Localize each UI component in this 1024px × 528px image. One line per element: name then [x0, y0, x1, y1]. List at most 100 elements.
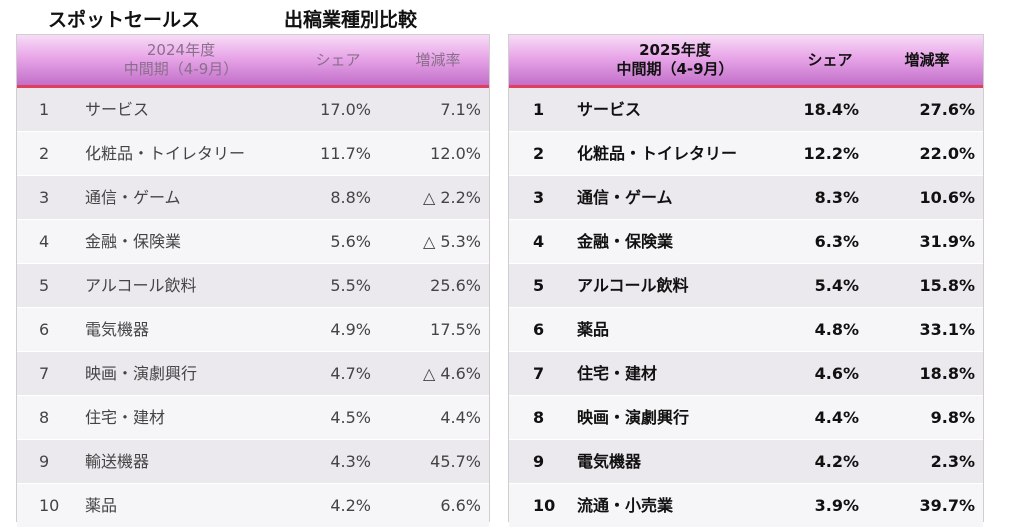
table-row: 5 アルコール飲料 5.4% 15.8% — [509, 264, 983, 308]
category-cell: サービス — [85, 100, 150, 119]
change-cell: 12.0% — [430, 144, 481, 163]
change-cell: 4.4% — [440, 408, 481, 427]
change-cell: 6.6% — [440, 496, 481, 515]
table-row: 10 流通・小売業 3.9% 39.7% — [509, 484, 983, 528]
rank-cell: 9 — [39, 452, 50, 471]
share-cell: 8.8% — [330, 188, 371, 207]
page-title: スポットセールス — [48, 9, 201, 31]
table-2025: 2025年度 中間期（4-9月） シェア 増減率 1 サービス 18.4% 27.6%… — [508, 34, 984, 528]
rank-cell: 8 — [533, 408, 545, 427]
share-cell: 3.9% — [814, 496, 859, 515]
table-header: 2025年度 中間期（4-9月） シェア 増減率 — [509, 35, 983, 88]
header-change: 増減率 — [415, 50, 461, 69]
table-body: 1 サービス 18.4% 27.6% 2 化粧品・トイレタリー 12.2% 22.0% 3 通信・… — [509, 88, 983, 528]
rank-cell: 2 — [39, 144, 50, 163]
table-row: 4 金融・保険業 6.3% 31.9% — [509, 220, 983, 264]
header-change: 増減率 — [904, 50, 950, 69]
table-row: 10 薬品 4.2% 6.6% — [17, 484, 489, 528]
change-cell: 33.1% — [919, 320, 975, 339]
change-cell: 18.8% — [919, 364, 975, 383]
rank-cell: 4 — [39, 232, 50, 251]
share-cell: 4.8% — [814, 320, 859, 339]
table-row: 6 薬品 4.8% 33.1% — [509, 308, 983, 352]
change-cell: △ 2.2% — [422, 188, 481, 207]
header-period: 2025年度 中間期（4-9月） — [575, 35, 775, 85]
change-cell: 31.9% — [919, 232, 975, 251]
table-row: 2 化粧品・トイレタリー 11.7% 12.0% — [17, 132, 489, 176]
table-row: 7 映画・演劇興行 4.7% △ 4.6% — [17, 352, 489, 396]
header-period-range: 中間期（4-9月） — [123, 60, 239, 78]
rank-cell: 1 — [533, 100, 545, 119]
category-cell: 映画・演劇興行 — [577, 408, 690, 427]
share-cell: 5.6% — [330, 232, 371, 251]
rank-cell: 7 — [533, 364, 545, 383]
category-cell: 流通・小売業 — [577, 496, 674, 515]
change-cell: 2.3% — [930, 452, 975, 471]
table-row: 3 通信・ゲーム 8.8% △ 2.2% — [17, 176, 489, 220]
share-cell: 17.0% — [320, 100, 371, 119]
category-cell: アルコール飲料 — [577, 276, 689, 295]
header-share: シェア — [807, 50, 853, 69]
page-subtitle: 出稿業種別比較 — [284, 9, 418, 31]
share-cell: 8.3% — [814, 188, 859, 207]
share-cell: 5.4% — [814, 276, 859, 295]
change-cell: △ 5.3% — [422, 232, 481, 251]
change-cell: 10.6% — [919, 188, 975, 207]
table-row: 3 通信・ゲーム 8.3% 10.6% — [509, 176, 983, 220]
rank-cell: 2 — [533, 144, 545, 163]
category-cell: サービス — [577, 100, 642, 119]
header-period-year: 2025年度 — [639, 41, 711, 59]
table-body: 1 サービス 17.0% 7.1% 2 化粧品・トイレタリー 11.7% 12.0% 3 通信・ゲ… — [17, 88, 489, 528]
share-cell: 4.7% — [330, 364, 371, 383]
category-cell: 住宅・建材 — [577, 364, 658, 383]
change-cell: △ 4.6% — [422, 364, 481, 383]
rank-cell: 5 — [39, 276, 50, 295]
category-cell: 電気機器 — [85, 320, 150, 339]
rank-cell: 10 — [533, 496, 556, 515]
rank-cell: 9 — [533, 452, 545, 471]
rank-cell: 5 — [533, 276, 545, 295]
rank-cell: 6 — [39, 320, 50, 339]
change-cell: 45.7% — [430, 452, 481, 471]
table-row: 7 住宅・建材 4.6% 18.8% — [509, 352, 983, 396]
category-cell: 薬品 — [577, 320, 610, 339]
change-cell: 39.7% — [919, 496, 975, 515]
share-cell: 12.2% — [803, 144, 859, 163]
category-cell: 映画・演劇興行 — [85, 364, 198, 383]
header-period-year: 2024年度 — [146, 41, 216, 59]
table-row: 9 輸送機器 4.3% 45.7% — [17, 440, 489, 484]
category-cell: 化粧品・トイレタリー — [85, 144, 246, 163]
header-period-range: 中間期（4-9月） — [616, 60, 734, 78]
change-cell: 22.0% — [919, 144, 975, 163]
header-share: シェア — [315, 50, 361, 69]
share-cell: 4.5% — [330, 408, 371, 427]
share-cell: 4.2% — [330, 496, 371, 515]
table-row: 6 電気機器 4.9% 17.5% — [17, 308, 489, 352]
rank-cell: 10 — [39, 496, 60, 515]
category-cell: アルコール飲料 — [85, 276, 197, 295]
change-cell: 9.8% — [930, 408, 975, 427]
table-row: 2 化粧品・トイレタリー 12.2% 22.0% — [509, 132, 983, 176]
change-cell: 7.1% — [440, 100, 481, 119]
category-cell: 住宅・建材 — [85, 408, 166, 427]
category-cell: 薬品 — [85, 496, 118, 515]
category-cell: 電気機器 — [577, 452, 642, 471]
rank-cell: 3 — [39, 188, 50, 207]
share-cell: 4.3% — [330, 452, 371, 471]
share-cell: 4.9% — [330, 320, 371, 339]
share-cell: 5.5% — [330, 276, 371, 295]
share-cell: 18.4% — [803, 100, 859, 119]
change-cell: 17.5% — [430, 320, 481, 339]
category-cell: 通信・ゲーム — [577, 188, 673, 207]
category-cell: 金融・保険業 — [577, 232, 674, 251]
table-row: 5 アルコール飲料 5.5% 25.6% — [17, 264, 489, 308]
change-cell: 25.6% — [430, 276, 481, 295]
table-row: 9 電気機器 4.2% 2.3% — [509, 440, 983, 484]
share-cell: 4.6% — [814, 364, 859, 383]
share-cell: 4.4% — [814, 408, 859, 427]
table-row: 8 住宅・建材 4.5% 4.4% — [17, 396, 489, 440]
table-row: 1 サービス 18.4% 27.6% — [509, 88, 983, 132]
table-2024: 2024年度 中間期（4-9月） シェア 増減率 1 サービス 17.0% 7.1% 2… — [16, 34, 490, 528]
rank-cell: 1 — [39, 100, 50, 119]
rank-cell: 8 — [39, 408, 50, 427]
